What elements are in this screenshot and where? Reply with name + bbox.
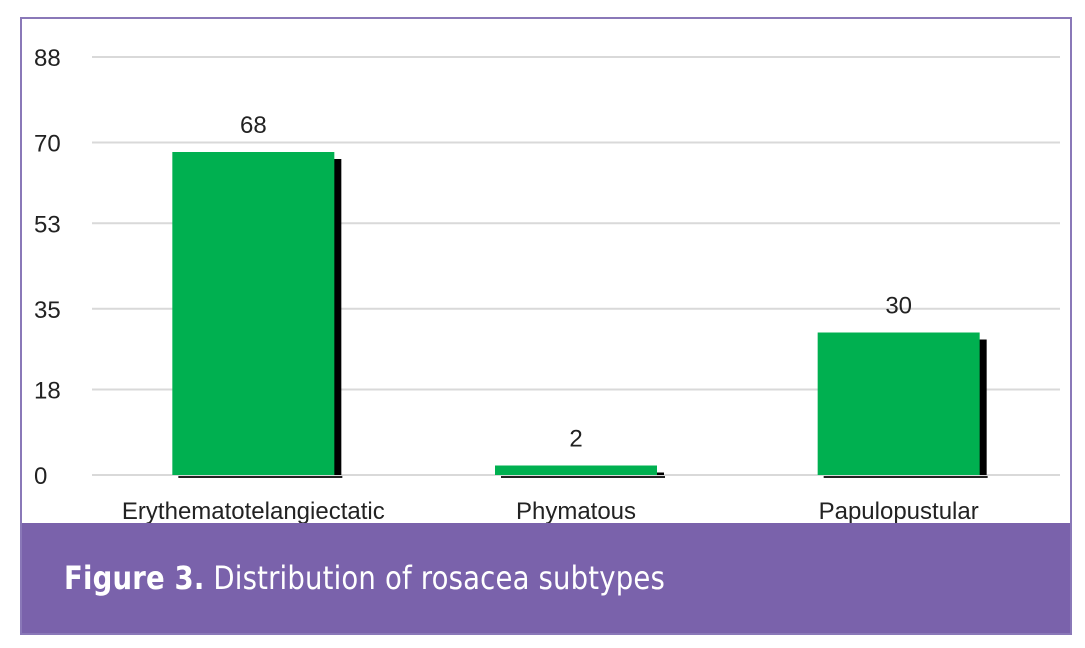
figure-caption: Figure 3. Distribution of rosacea subtyp… [64,559,665,597]
y-tick-label: 53 [34,211,61,238]
x-tick-label: Erythematotelangiectatic [122,498,385,523]
y-tick-label: 88 [34,45,61,72]
data-label: 2 [569,426,582,453]
caption-body: Distribution of rosacea subtypes [204,559,665,597]
data-label: 68 [240,112,267,139]
x-tick-label: Papulopustular [819,498,979,523]
y-tick-label: 35 [34,297,61,324]
bar-chart: 0 18 35 53 70 88 68 Erythematotelangiectatic 2 Ph… [34,45,1060,523]
figure-caption-band: Figure 3. Distribution of rosacea subtyp… [22,523,1070,633]
caption-label: Figure 3. [64,559,205,597]
y-tick-label: 70 [34,131,61,158]
bar [172,152,335,475]
y-tick-label: 18 [34,378,61,405]
y-tick-label: 0 [34,463,47,490]
bar [495,465,657,475]
figure-frame: 0 18 35 53 70 88 68 Erythematotelangiectatic 2 Ph… [20,17,1072,635]
x-tick-label: Phymatous [516,498,636,523]
bar [817,332,980,475]
data-label: 30 [885,293,912,320]
